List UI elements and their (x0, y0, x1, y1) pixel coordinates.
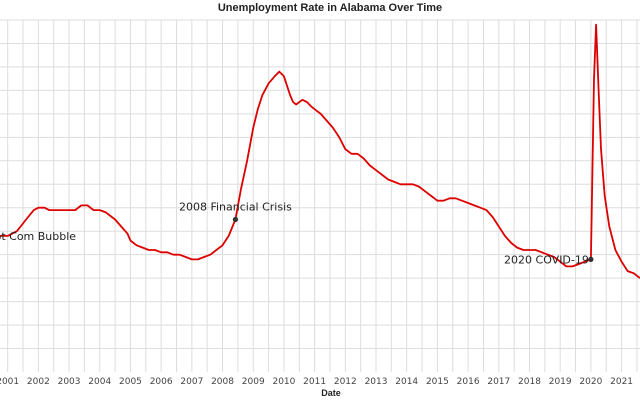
x-tick-label: 2013 (365, 377, 388, 387)
x-tick-label: 2018 (518, 377, 541, 387)
x-tick-label: 2004 (88, 377, 111, 387)
y-grid-lines (0, 19, 640, 350)
annotation-marker (232, 216, 239, 223)
x-tick-label: 2002 (27, 377, 50, 387)
x-tick-label: 2020 (579, 377, 602, 387)
x-tick-label: 2011 (303, 377, 326, 387)
x-tick-label: 2001 (0, 377, 19, 387)
x-tick-label: 2014 (395, 377, 418, 387)
x-tick-label: 2008 (211, 377, 234, 387)
x-tick-label: 2009 (242, 377, 265, 387)
x-tick-label: 2007 (180, 377, 203, 387)
x-axis-label: Date (321, 388, 341, 398)
x-tick-label: 2016 (457, 377, 480, 387)
x-tick-label: 2005 (119, 377, 142, 387)
x-tick-labels: 2001 2002 2003 2004 2005 2006 2007 2008 2009 2010… (0, 377, 633, 387)
x-tick-label: 2019 (549, 377, 572, 387)
x-tick-label: 2012 (334, 377, 357, 387)
x-tick-label: 2015 (426, 377, 449, 387)
chart-title: Unemployment Rate in Alabama Over Time (218, 2, 442, 14)
x-grid-lines (7, 20, 638, 372)
series-line (0, 23, 640, 279)
annotation-layer: 2001 Dot Com Bubble 2008 Financial Crisis… (0, 200, 594, 266)
x-tick-label: 2017 (487, 377, 510, 387)
x-tick-label: 2003 (58, 377, 81, 387)
annotation-marker (588, 256, 594, 262)
annotation-label: 2008 Financial Crisis (179, 200, 292, 213)
x-tick-label: 2010 (272, 377, 295, 387)
annotation-label: 2020 COVID-19 (504, 253, 589, 266)
x-tick-label: 2021 (610, 377, 633, 387)
annotation-label: 2001 Dot Com Bubble (0, 230, 76, 243)
series-layer (0, 23, 640, 279)
x-tick-label: 2006 (150, 377, 173, 387)
